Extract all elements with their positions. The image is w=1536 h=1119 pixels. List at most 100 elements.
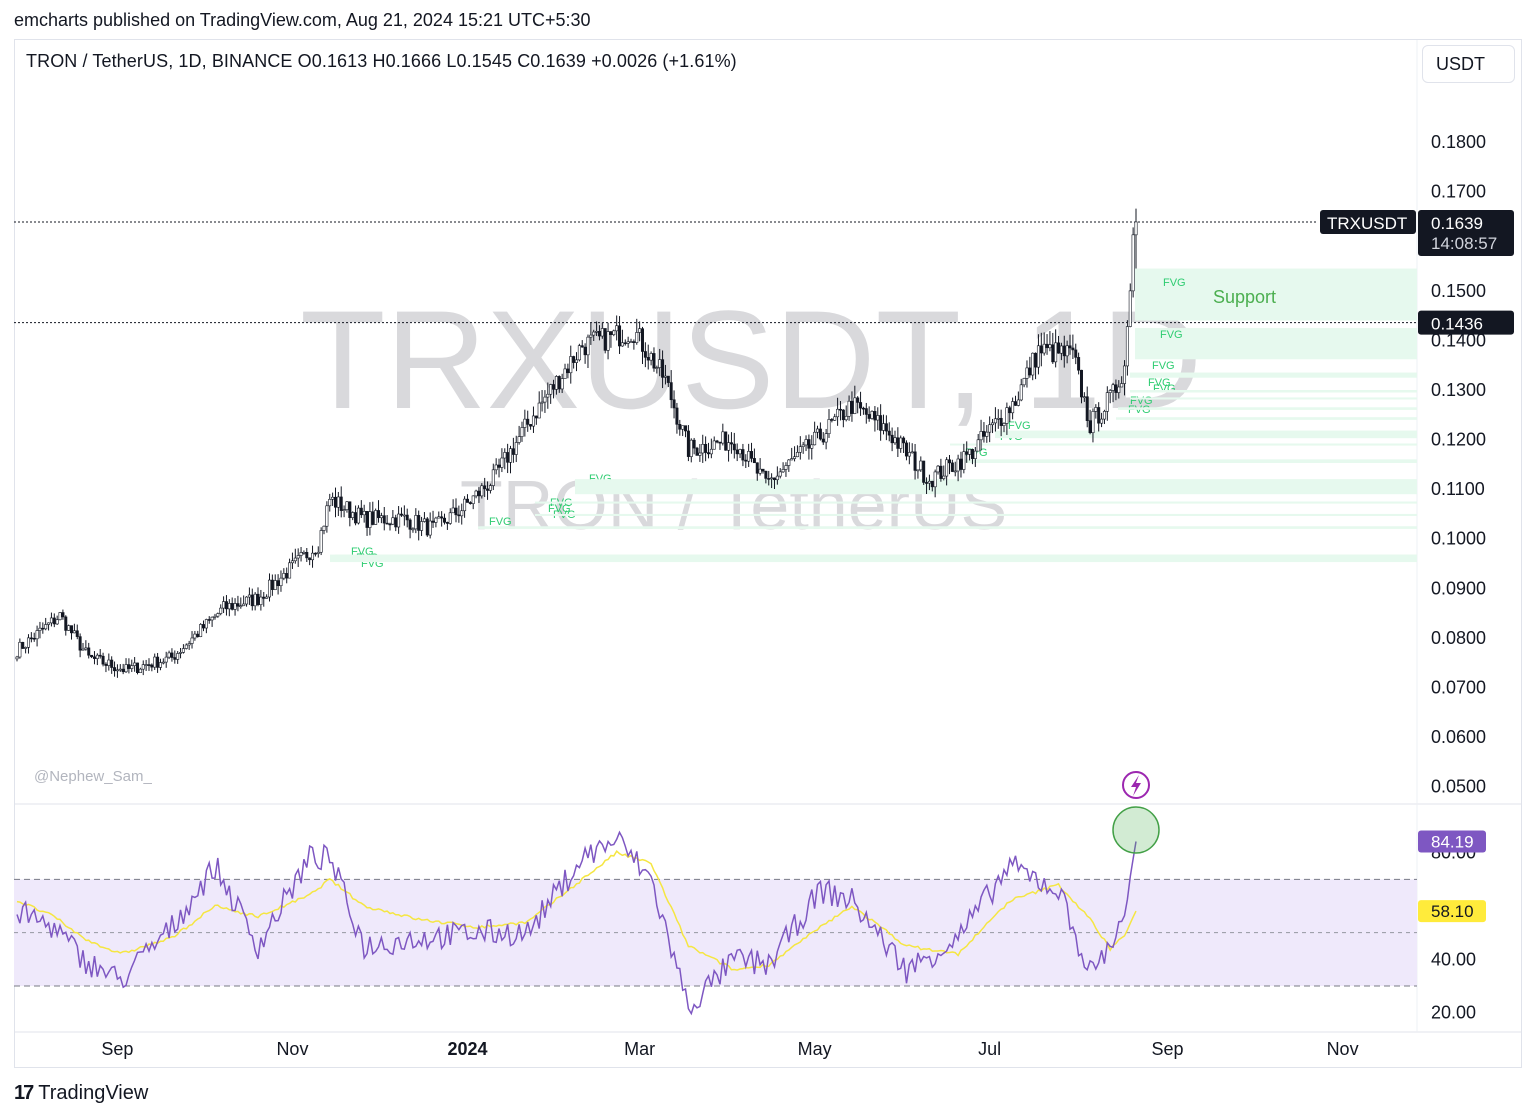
candle: [1085, 386, 1089, 428]
candle: [879, 404, 883, 441]
candle: [615, 315, 619, 341]
candle-body: [781, 469, 785, 473]
candle-body: [813, 431, 817, 446]
candle-body: [52, 617, 56, 625]
candle-body: [153, 656, 157, 668]
candle-body: [468, 502, 472, 504]
candle: [463, 496, 467, 518]
price-axis-label: 0.1100: [1431, 479, 1485, 499]
candle-body: [1117, 386, 1121, 393]
candle: [612, 329, 616, 337]
candle: [962, 443, 966, 474]
candle: [95, 653, 99, 666]
candle-body: [554, 376, 558, 390]
candle: [1059, 342, 1063, 361]
candle-body: [64, 616, 68, 631]
symbol-ohlc-legend[interactable]: TRON / TetherUS, 1D, BINANCE O0.1613 H0.…: [26, 51, 737, 71]
candle-body: [1051, 344, 1055, 363]
candle: [681, 425, 685, 437]
candle-body: [695, 447, 699, 456]
candle-body: [916, 469, 920, 472]
candle: [509, 445, 513, 474]
candle-body: [167, 652, 171, 658]
candle-body: [1042, 343, 1046, 354]
candle: [646, 344, 650, 370]
candle: [18, 638, 22, 659]
candle-body: [1005, 407, 1009, 424]
candle-body: [454, 507, 458, 516]
candle-body: [887, 430, 891, 436]
candle-body: [414, 515, 418, 530]
currency-button[interactable]: USDT: [1422, 45, 1515, 83]
candle-body: [529, 424, 533, 427]
candle: [638, 321, 642, 342]
candle-body: [299, 552, 303, 556]
candle-body: [471, 495, 475, 504]
candle: [758, 458, 762, 476]
candle: [356, 505, 360, 525]
candle: [336, 491, 340, 517]
candle: [560, 373, 564, 394]
candle-body: [646, 357, 650, 361]
candle: [1019, 378, 1023, 402]
candle: [755, 462, 759, 481]
candle: [1028, 356, 1032, 378]
candle: [460, 503, 464, 525]
candle: [592, 329, 596, 341]
candle: [391, 510, 395, 526]
candle-body: [457, 514, 461, 517]
candle: [1048, 331, 1052, 352]
candle: [689, 438, 693, 463]
candle: [437, 511, 441, 519]
candle: [202, 620, 206, 632]
candle: [807, 434, 811, 460]
candle: [316, 546, 320, 558]
candle: [506, 443, 510, 474]
candle-body: [425, 518, 429, 536]
candle-body: [704, 443, 708, 453]
candle: [704, 436, 708, 462]
candle-body: [1013, 401, 1017, 406]
candle: [1131, 227, 1135, 298]
time-axis-label: Nov: [1327, 1039, 1359, 1059]
fvg-zone: [1135, 268, 1417, 321]
candle-body: [738, 449, 742, 455]
candle: [1134, 208, 1138, 269]
candle: [850, 391, 854, 422]
candle-body: [431, 520, 435, 523]
candle: [595, 321, 599, 337]
candle: [49, 612, 53, 627]
candle: [1002, 422, 1006, 433]
candle: [511, 437, 515, 463]
candle: [32, 632, 36, 642]
candle-body: [21, 641, 25, 649]
candle-body: [115, 669, 119, 672]
candle-body: [434, 517, 438, 523]
candle: [150, 663, 154, 672]
candle-body: [511, 448, 515, 455]
candle-body: [460, 510, 464, 517]
candle-body: [311, 552, 315, 561]
candle-body: [256, 593, 260, 605]
candle-body: [956, 458, 960, 472]
candle: [187, 640, 191, 650]
candle-body: [833, 416, 837, 421]
candle-body: [345, 501, 349, 510]
candle: [78, 633, 82, 658]
candle: [798, 436, 802, 460]
fvg-zone: [1000, 430, 1417, 439]
candle-body: [1108, 390, 1112, 393]
candle: [896, 427, 900, 457]
tradingview-logo[interactable]: 17 TradingView: [14, 1082, 148, 1105]
candle: [282, 568, 286, 581]
candle-body: [342, 509, 346, 511]
price-axis-label: 0.0700: [1431, 677, 1486, 697]
rsi-ma-value-tag: 58.10: [1431, 902, 1474, 921]
candle: [890, 427, 894, 452]
candle: [333, 487, 337, 518]
candle-body: [985, 431, 989, 437]
candle: [1079, 369, 1083, 404]
fvg-label: FVG: [1153, 383, 1176, 395]
support-label: Support: [1213, 287, 1276, 307]
